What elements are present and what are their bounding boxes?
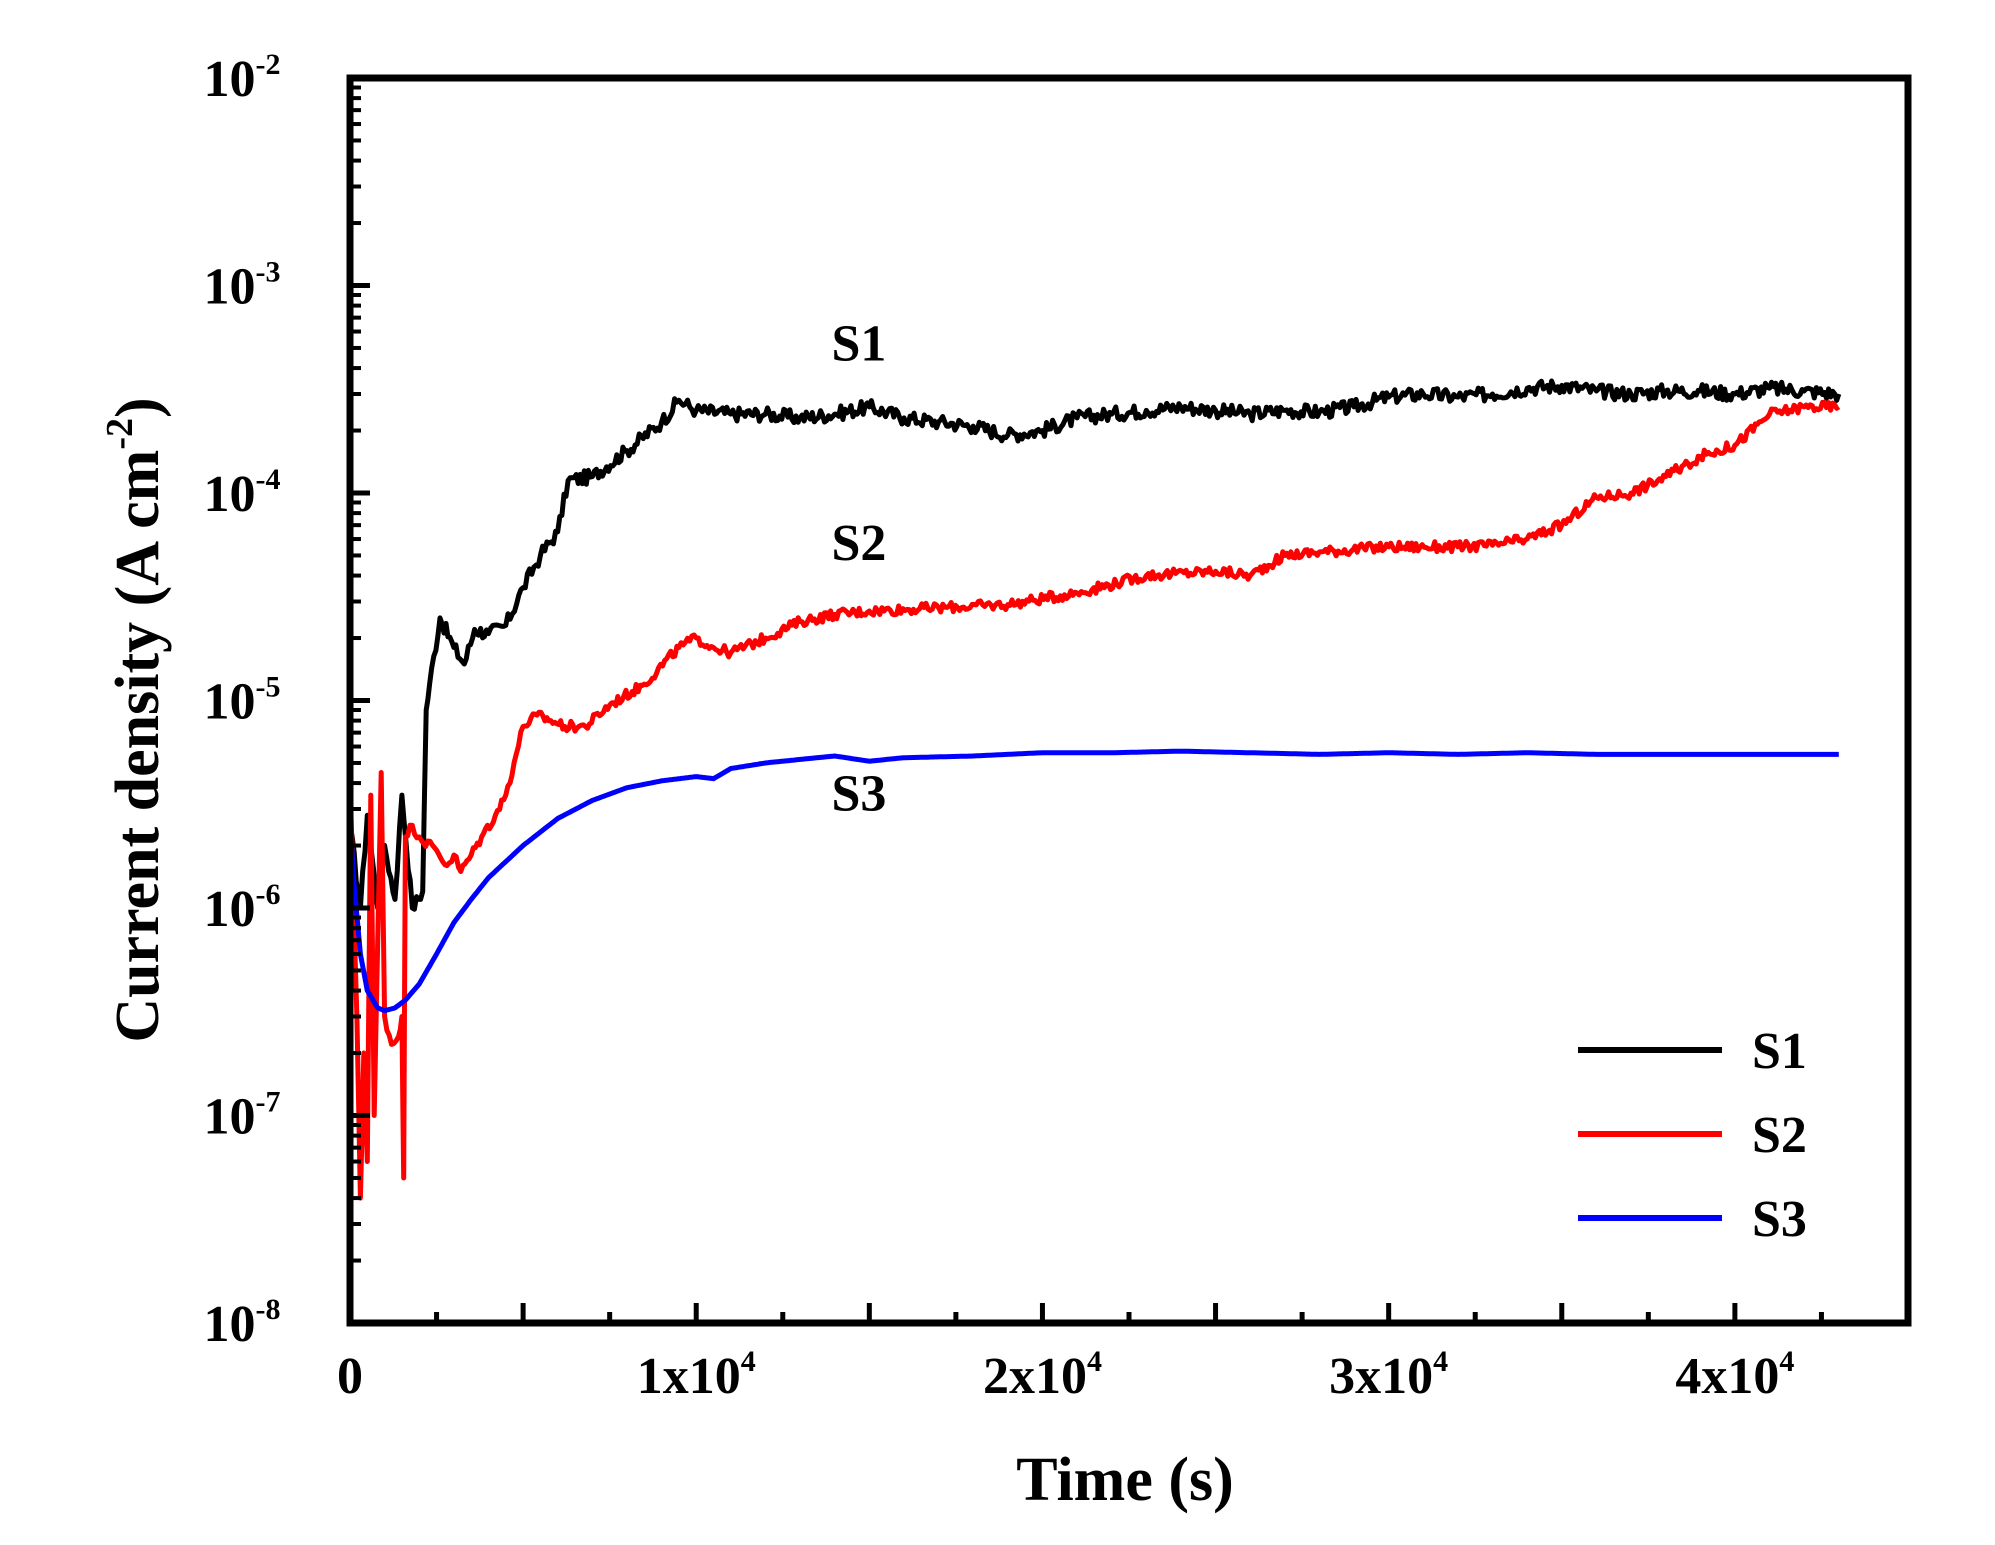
y-tick-label-exponent: -4: [256, 463, 281, 496]
x-tick-label-base: 0: [337, 1348, 363, 1405]
series-layer: [347, 378, 1842, 1201]
y-tick-label: 10-4: [204, 463, 281, 523]
legend-label-s3: S3: [1752, 1191, 1807, 1248]
legend-label-s1: S1: [1752, 1023, 1807, 1080]
y-tick-label: 10-5: [204, 671, 281, 731]
x-tick-label: 0: [337, 1348, 363, 1405]
y-tick-label-base: 10: [204, 466, 256, 523]
y-tick-label-base: 10: [204, 674, 256, 731]
x-tick-label-base: 2x10: [983, 1348, 1087, 1405]
y-tick-label-exponent: -3: [256, 256, 281, 289]
annotation-s2: S2: [831, 515, 886, 572]
annotation-s1: S1: [831, 316, 886, 373]
x-tick-label: 2x104: [983, 1345, 1102, 1405]
y-tick-label-base: 10: [204, 1296, 256, 1353]
legend-label-s2: S2: [1752, 1107, 1807, 1164]
x-tick-label: 3x104: [1329, 1345, 1448, 1405]
y-tick-label-base: 10: [204, 1089, 256, 1146]
y-axis-title-close: ): [104, 397, 172, 418]
y-axis-title: Current density (A cm-2): [99, 397, 172, 1042]
annotation-layer: S1 S2 S3: [831, 316, 886, 823]
y-tick-label-exponent: -5: [256, 671, 281, 704]
y-axis-title-main: Current density (A cm: [104, 450, 172, 1043]
y-tick-label-exponent: -2: [256, 48, 281, 81]
x-tick-label-base: 1x10: [637, 1348, 741, 1405]
y-tick-label: 10-8: [204, 1293, 281, 1353]
y-tick-label-exponent: -6: [256, 878, 281, 911]
series-line-s3: [347, 748, 1840, 1014]
y-tick-label-exponent: -8: [256, 1293, 281, 1326]
y-tick-label: 10-6: [204, 878, 281, 938]
annotation-s3: S3: [831, 766, 886, 823]
x-tick-label-exponent: 4: [741, 1345, 756, 1378]
series-line-s2: [347, 399, 1841, 1201]
y-tick-label: 10-2: [204, 48, 281, 108]
x-tick-label-base: 4x10: [1675, 1348, 1779, 1405]
x-tick-label-base: 3x10: [1329, 1348, 1433, 1405]
y-tick-label-base: 10: [204, 259, 256, 316]
x-tick-label: 4x104: [1675, 1345, 1794, 1405]
x-axis-title: Time (s): [1016, 1446, 1234, 1514]
axes-layer: 0 1x104 2x104 3x104 4x10410-210-310-410-510-…: [204, 48, 1911, 1405]
y-tick-label: 10-7: [204, 1086, 281, 1146]
x-tick-label-exponent: 4: [1087, 1345, 1102, 1378]
x-tick-label-exponent: 4: [1779, 1345, 1794, 1378]
x-tick-label-exponent: 4: [1433, 1345, 1448, 1378]
x-tick-label: 1x104: [637, 1345, 756, 1405]
y-axis-title-superscript: -2: [99, 418, 141, 450]
series-line-s1: [347, 378, 1842, 912]
y-tick-label: 10-3: [204, 256, 281, 316]
legend: S1 S2 S3: [1578, 1023, 1807, 1248]
y-tick-label-base: 10: [204, 881, 256, 938]
y-tick-label-base: 10: [204, 51, 256, 108]
y-tick-label-exponent: -7: [256, 1086, 281, 1119]
